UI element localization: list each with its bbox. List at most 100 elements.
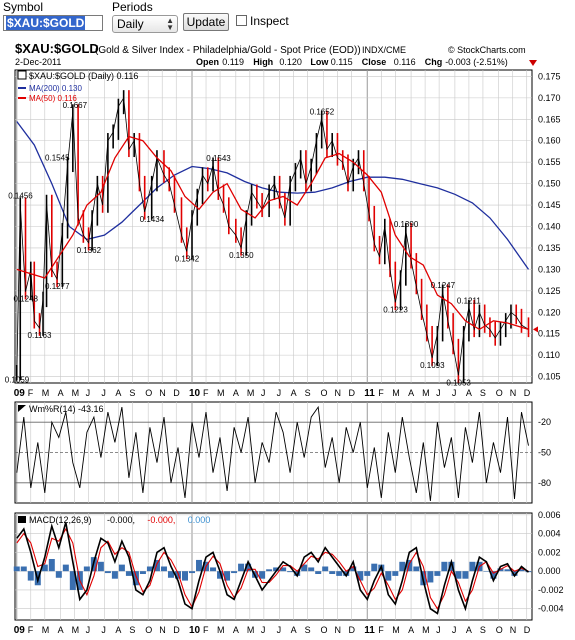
macd-histogram-bar — [504, 569, 511, 572]
macd-ytick-label: 0.004 — [538, 529, 561, 539]
macd-histogram-bar — [315, 571, 322, 575]
price-ytick-label: 0.145 — [538, 200, 561, 210]
inspect-label[interactable]: Inspect — [250, 14, 289, 28]
price-panel-title: $XAU:$GOLD (Daily) 0.116 — [29, 71, 138, 81]
down-arrow-icon — [529, 60, 537, 66]
x-axis-label: O — [496, 625, 503, 635]
price-annotation: 0.1247 — [431, 281, 456, 290]
macd-histogram-bar — [217, 571, 224, 579]
x-axis-label: J — [436, 625, 441, 635]
price-ytick-label: 0.150 — [538, 179, 561, 189]
symbol-input[interactable]: $XAU:$GOLD — [3, 15, 103, 31]
macd-title-value: 0.000 — [188, 515, 211, 525]
quote-value-chg: -0.003 (-2.51%) — [445, 57, 508, 67]
x-axis-label: M — [392, 625, 400, 635]
macd-histogram-bar — [280, 567, 287, 572]
x-axis-label: A — [408, 625, 414, 635]
x-axis-label: A — [115, 388, 121, 398]
macd-histogram-bar — [350, 566, 357, 572]
price-ytick-label: 0.135 — [538, 243, 561, 253]
x-axis-label: M — [422, 625, 430, 635]
williams-legend-icon — [18, 405, 26, 412]
x-axis-label: D — [524, 625, 531, 635]
macd-histogram-bar — [483, 571, 490, 572]
symbol-label: Symbol — [3, 0, 44, 14]
select-arrows-icon: ▲ ▼ — [166, 16, 174, 32]
x-axis-label: O — [145, 388, 152, 398]
price-annotation: 0.1059 — [5, 376, 30, 385]
macd-histogram-bar — [308, 567, 315, 572]
legend-ma200: MA(200) 0.130 — [29, 84, 82, 93]
x-axis-label: 10 — [189, 625, 201, 636]
macd-histogram-bar — [48, 558, 55, 572]
x-axis-label: N — [510, 388, 517, 398]
quote-line: Open 0.119 High 0.120 Low 0.115 Close 0.116 Chg -… — [196, 57, 537, 67]
x-axis-label: J — [101, 388, 106, 398]
x-axis-label: O — [320, 388, 327, 398]
macd-title-value: -0.000, — [147, 515, 175, 525]
x-axis-label: 11 — [364, 625, 375, 636]
macd-histogram-bar — [266, 569, 273, 572]
period-select[interactable]: Daily ▲ ▼ — [112, 15, 178, 33]
price-annotation: 0.1342 — [175, 254, 200, 263]
update-button[interactable]: Update — [183, 13, 229, 31]
macd-histogram-bar — [469, 561, 476, 572]
x-axis-label: M — [72, 388, 80, 398]
x-axis-label: 11 — [364, 388, 375, 399]
price-annotation: 0.1350 — [229, 251, 254, 260]
price-annotation: 0.1390 — [394, 220, 419, 229]
macd-ytick-label: 0.000 — [538, 566, 561, 576]
x-axis-label: A — [466, 388, 472, 398]
macd-legend-swatch — [18, 516, 26, 523]
x-axis-label: D — [524, 388, 531, 398]
x-axis-label: N — [334, 388, 341, 398]
x-axis-label: J — [101, 625, 106, 635]
price-ytick-label: 0.110 — [538, 350, 560, 360]
price-ytick-label: 0.160 — [538, 136, 561, 146]
quote-label-high: High — [253, 57, 273, 67]
price-ytick-label: 0.155 — [538, 157, 561, 167]
macd-histogram-bar — [371, 563, 378, 572]
macd-histogram-bar — [210, 567, 217, 572]
price-ytick-label: 0.170 — [538, 93, 561, 103]
quote-label-close: Close — [362, 57, 387, 67]
price-ytick-label: 0.115 — [538, 329, 560, 339]
macd-histogram-bar — [97, 561, 104, 572]
x-axis-label: D — [173, 625, 180, 635]
x-axis-label: S — [480, 625, 486, 635]
macd-histogram-bar — [62, 564, 69, 572]
price-annotation: 0.1053 — [446, 378, 471, 387]
macd-histogram-bar — [287, 571, 294, 573]
x-axis-label: M — [247, 625, 255, 635]
x-axis-label: D — [173, 388, 180, 398]
x-axis-label: M — [217, 625, 225, 635]
quote-label-chg: Chg — [425, 57, 443, 67]
macd-histogram-bar — [322, 566, 329, 572]
williams-panel: -20 -50 -80 Wm%R(14) -43.16 — [14, 401, 551, 504]
williams-line — [16, 405, 529, 502]
price-annotation: 0.1543 — [206, 154, 231, 163]
macd-histogram-bar — [104, 571, 111, 574]
macd-histogram-bar — [231, 571, 238, 574]
williams-panel-title: Wm%R(14) -43.16 — [29, 404, 104, 414]
x-axis-label: S — [129, 625, 135, 635]
macd-histogram-bar — [413, 566, 420, 572]
x-axis-label: M — [217, 388, 225, 398]
inspect-checkbox[interactable] — [236, 15, 247, 26]
macd-histogram-bar — [111, 571, 118, 579]
x-axis-label: N — [159, 388, 166, 398]
macd-histogram-bar — [455, 571, 462, 579]
macd-histogram-bar — [434, 571, 441, 576]
x-axis: 09 F M A M J J A S O N D 10 F M A M J J A S O N D 11 F M A M J J A S O N D0… — [14, 388, 531, 636]
chart-copyright: © StockCharts.com — [448, 45, 526, 55]
quote-label-open: Open — [196, 57, 219, 67]
williams-ytick-label: -20 — [538, 417, 551, 427]
stock-chart: $XAU:$GOLD (Gold & Silver Index - Philad… — [5, 41, 564, 636]
macd-ytick-label: -0.004 — [538, 604, 564, 614]
x-axis-label: J — [261, 625, 266, 635]
macd-histogram-bar — [55, 571, 62, 578]
macd-histogram-bar — [167, 571, 174, 578]
price-annotation: 0.1456 — [8, 191, 33, 200]
x-axis-label: F — [378, 625, 384, 635]
x-axis-label: A — [115, 625, 121, 635]
